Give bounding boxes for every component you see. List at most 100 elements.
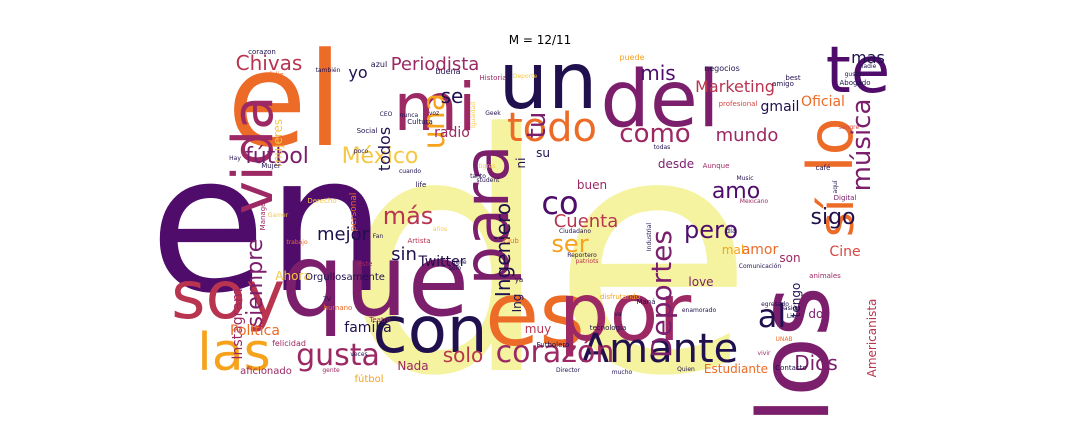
- cloud-word: mal: [722, 243, 744, 257]
- cloud-word: Reportero: [567, 252, 597, 259]
- cloud-word: de: [342, 64, 755, 432]
- cloud-word: buena: [435, 67, 460, 76]
- cloud-word: aquí: [832, 180, 839, 193]
- cloud-word: música: [847, 99, 877, 192]
- cloud-word: amor: [742, 242, 779, 258]
- cloud-word: Cine: [829, 244, 860, 260]
- cloud-word: Fan: [373, 233, 384, 240]
- cloud-word: ni: [514, 158, 528, 169]
- cloud-word: siempre: [243, 239, 268, 328]
- cloud-word: Dios: [794, 351, 838, 375]
- cloud-word: tiene: [451, 259, 467, 266]
- cloud-word: se: [441, 84, 464, 108]
- cloud-word: Ing: [510, 294, 524, 313]
- cloud-word: sí: [809, 197, 865, 237]
- cloud-word: mi: [394, 69, 477, 146]
- cloud-word: humano: [324, 304, 353, 312]
- cloud-word: Americanista: [865, 299, 879, 378]
- cloud-word: sigo: [811, 205, 856, 230]
- cloud-word: Lic: [787, 313, 795, 320]
- cloud-word: Abogado: [840, 79, 871, 87]
- cloud-word: Ahora: [275, 269, 310, 283]
- cloud-word: veces: [350, 351, 367, 358]
- cloud-word: tu: [522, 112, 552, 139]
- cloud-word: UNAB: [775, 336, 792, 343]
- cloud-word: co: [541, 184, 578, 222]
- cloud-word: Futbolero: [537, 341, 570, 349]
- cloud-word: mas: [851, 48, 885, 67]
- cloud-word: egresado: [761, 301, 789, 308]
- cloud-word: fútbol: [245, 144, 309, 169]
- cloud-word: Chivas: [236, 51, 303, 75]
- cloud-word: voz: [429, 110, 439, 117]
- cloud-word: Geek: [485, 110, 501, 117]
- cloud-word: vivir: [758, 350, 771, 357]
- cloud-word: felicidad: [272, 339, 306, 348]
- cloud-word: café: [816, 164, 831, 172]
- cloud-word: familia: [344, 320, 391, 336]
- cloud-word: Periodista: [391, 54, 480, 75]
- cloud-word: Contacto: [775, 364, 807, 372]
- cloud-word: gente: [322, 367, 340, 374]
- cloud-word: cuando: [399, 168, 421, 175]
- cloud-word: nunca: [400, 112, 419, 119]
- cloud-word: Historia: [480, 74, 507, 82]
- cloud-word: ya: [515, 276, 523, 284]
- cloud-word: poco: [354, 148, 369, 155]
- cloud-word: Artista: [407, 237, 430, 245]
- cloud-word: Manager: [259, 200, 267, 231]
- cloud-word: aficionado: [240, 366, 292, 377]
- cloud-word: todos: [375, 127, 394, 171]
- cloud-word: sin: [391, 244, 417, 265]
- cloud-word: Ciudadano: [559, 228, 591, 235]
- cloud-word: ser: [551, 230, 588, 258]
- cloud-word: mis: [640, 61, 675, 85]
- cloud-word: Cultura: [407, 118, 433, 126]
- cloud-word: gmail: [761, 99, 800, 115]
- cloud-word: lo: [794, 117, 867, 172]
- cloud-word: también: [316, 67, 341, 74]
- cloud-word: Deportes: [645, 230, 678, 358]
- cloud-word: student: [477, 177, 501, 184]
- cloud-word: negocios: [704, 64, 740, 73]
- cloud-word: Club: [503, 237, 519, 245]
- cloud-word: gusta: [296, 338, 380, 373]
- cloud-word: Industrial: [646, 223, 653, 251]
- cloud-word: pero: [684, 216, 738, 244]
- cloud-word: love: [688, 275, 713, 289]
- cloud-word: Instagram: [230, 288, 246, 359]
- cloud-word: Igualdad: [470, 102, 477, 128]
- cloud-word: TV: [322, 296, 332, 303]
- cloud-word: Deporte: [513, 73, 538, 80]
- cloud-word: al: [758, 297, 787, 335]
- cloud-word: CEO: [380, 111, 393, 118]
- cloud-word: profesional: [719, 100, 758, 108]
- cloud-word: un: [499, 37, 598, 127]
- cloud-word: Estudiante: [704, 362, 768, 376]
- cloud-word: para: [450, 145, 523, 286]
- cloud-word: buen: [577, 178, 607, 192]
- cloud-word: es: [485, 263, 585, 366]
- cloud-word: mucho: [612, 369, 633, 376]
- cloud-word: Marketing: [695, 77, 775, 96]
- cloud-word: trabajo: [286, 239, 308, 246]
- cloud-word: mujeres: [271, 119, 285, 167]
- cloud-word: una: [417, 93, 452, 149]
- cloud-word: sangre: [839, 124, 860, 131]
- cloud-word: nadie: [860, 63, 877, 70]
- cloud-word: que: [281, 222, 469, 339]
- cloud-word: puede: [619, 53, 644, 62]
- cloud-word: tengo: [789, 283, 803, 318]
- cloud-word: disfrutando: [600, 293, 640, 301]
- cloud-word: Aunque: [703, 162, 730, 170]
- cloud-word: feliz: [269, 71, 284, 79]
- cloud-word: Hay: [229, 155, 241, 162]
- cloud-word: día: [726, 227, 737, 235]
- cloud-word: mundo: [716, 125, 779, 146]
- cloud-word: soy: [171, 257, 285, 334]
- cloud-word: corazon: [248, 48, 276, 56]
- cloud-word: del: [600, 55, 719, 145]
- cloud-word: muy: [525, 322, 551, 336]
- cloud-word: Mexicano: [740, 198, 769, 205]
